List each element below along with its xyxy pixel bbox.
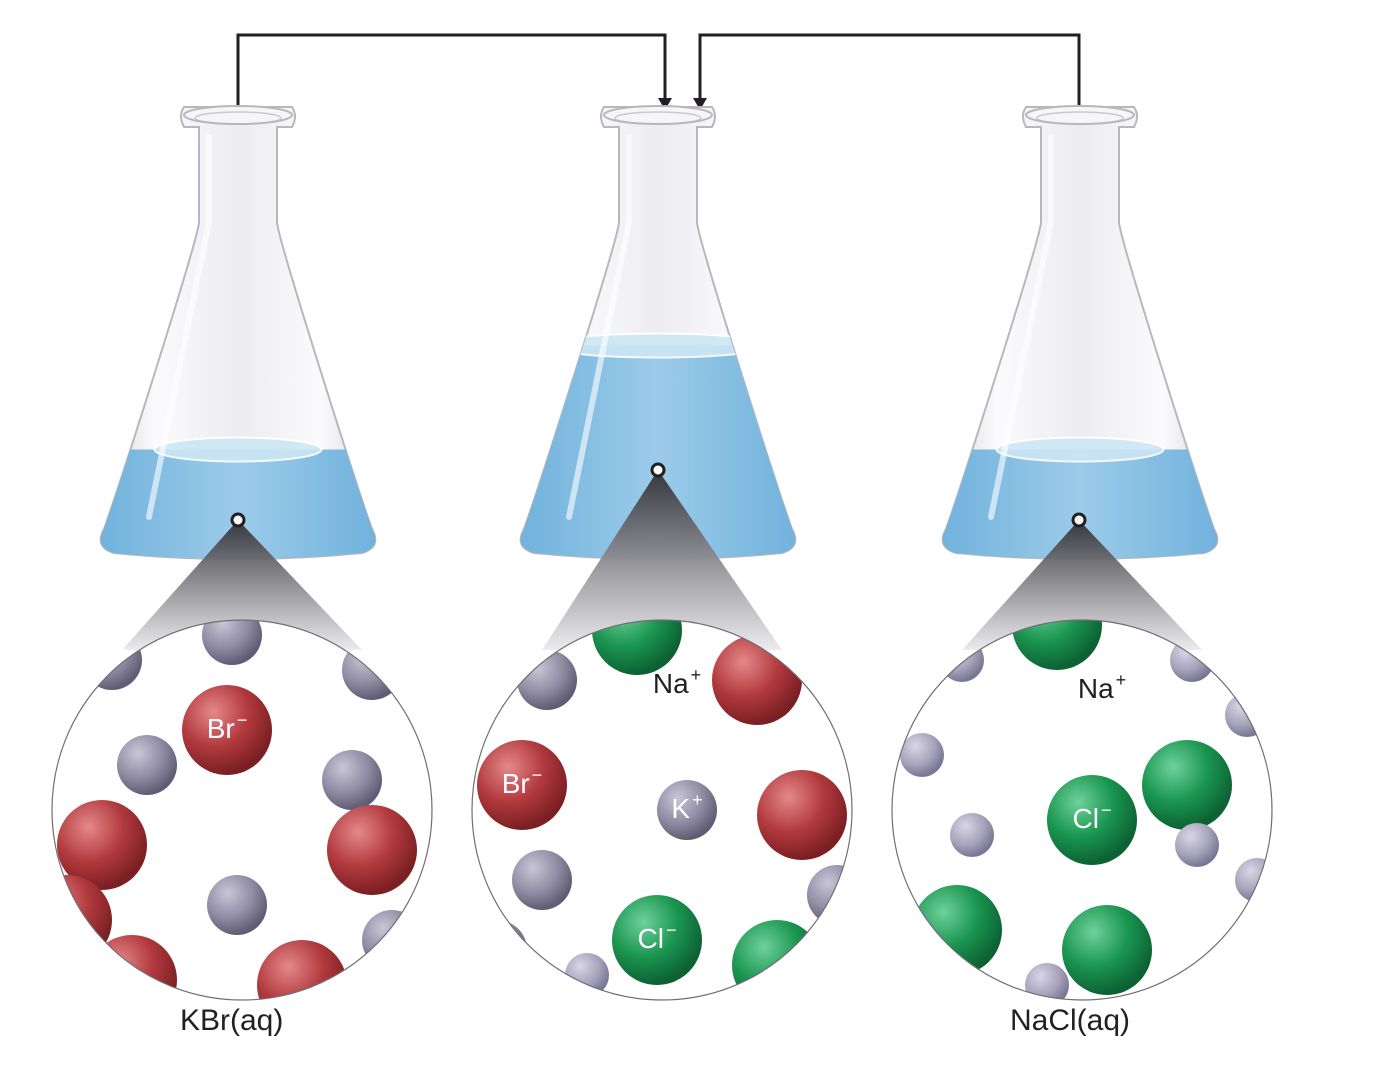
zoom-right: Na+Cl− (892, 514, 1279, 1007)
cl-ion (1062, 905, 1152, 995)
cl-ion (1142, 740, 1232, 830)
arrows (238, 35, 1079, 110)
na-ion (1025, 963, 1069, 1007)
cl-ion (912, 885, 1002, 975)
diagram-stage: K+Br−Na+Br−K+Cl−Na+Cl− KBr(aq)NaCl(aq) (0, 0, 1375, 1071)
k-ion (117, 735, 177, 795)
caption-left: KBr(aq) (180, 1004, 283, 1037)
na-ion (1235, 858, 1279, 902)
br-ion (87, 935, 177, 1025)
k-ion (362, 910, 422, 970)
k-ion (207, 875, 267, 935)
cl-ion (732, 920, 822, 1010)
flask (94, 106, 382, 577)
na-ion (1175, 823, 1219, 867)
k-ion (512, 850, 572, 910)
na-ion (950, 813, 994, 857)
na-ion (900, 733, 944, 777)
flask (936, 106, 1224, 577)
zoom-left: K+Br− (22, 514, 432, 1030)
br-ion (712, 635, 802, 725)
k-ion (467, 920, 527, 980)
captions: KBr(aq) NaCl(aq) (180, 1004, 1130, 1037)
br-ion (22, 875, 112, 965)
diagram-svg: K+Br−Na+Br−K+Cl−Na+Cl− KBr(aq)NaCl(aq) (0, 0, 1375, 1071)
k-ion (322, 750, 382, 810)
br-ion (327, 805, 417, 895)
caption-right: NaCl(aq) (1010, 1004, 1130, 1037)
k-ion (807, 865, 867, 925)
br-ion (757, 770, 847, 860)
